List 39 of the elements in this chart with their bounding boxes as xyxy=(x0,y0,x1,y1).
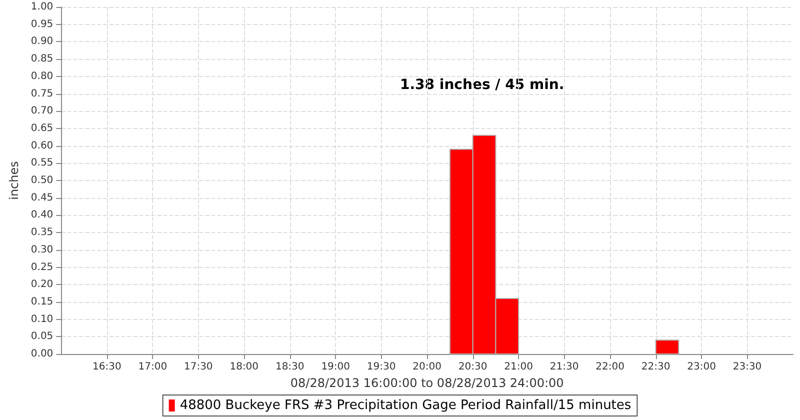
y-tick-label: 0.30 xyxy=(30,244,54,256)
y-tick-label: 1.00 xyxy=(30,2,54,12)
x-tick-label: 23:30 xyxy=(732,362,762,372)
x-tick-label: 17:00 xyxy=(138,362,168,372)
y-tick-label: 0.60 xyxy=(30,140,54,152)
x-tick-label: 18:30 xyxy=(275,362,304,372)
y-tick-label: 0.50 xyxy=(30,175,54,186)
x-axis-title: 08/28/2013 16:00:00 to 08/28/2013 24:00:00 xyxy=(290,376,564,390)
x-tick-label: 19:30 xyxy=(366,362,396,372)
x-tick-label: 21:00 xyxy=(504,362,533,372)
y-tick-label: 0.05 xyxy=(30,331,54,342)
y-tick-label: 0.00 xyxy=(30,348,54,360)
x-tick-label: 20:30 xyxy=(458,362,488,372)
x-tick-label: 21:30 xyxy=(550,362,579,372)
x-tick-label: 16:30 xyxy=(92,362,122,372)
x-tick-label: 17:30 xyxy=(184,362,213,372)
x-tick-label: 22:30 xyxy=(641,362,670,372)
y-tick-label: 0.15 xyxy=(30,296,54,308)
x-tick-label: 22:00 xyxy=(596,362,624,372)
x-tick-label: 20:00 xyxy=(412,362,442,372)
y-tick-label: 0.85 xyxy=(30,54,54,65)
y-tick-label: 0.55 xyxy=(30,158,54,169)
y-tick-label: 0.25 xyxy=(30,262,54,273)
x-tick-label: 23:00 xyxy=(687,362,716,372)
y-tick-label: 0.45 xyxy=(30,192,54,204)
legend-label: 48800 Buckeye FRS #3 Precipitation Gage Period Rainfall/15 minutes xyxy=(180,398,632,413)
y-tick-label: 0.20 xyxy=(30,279,54,290)
y-tick-label: 0.40 xyxy=(30,210,54,221)
x-tick-label: 18:00 xyxy=(230,362,259,372)
y-tick-label: 0.90 xyxy=(30,36,54,48)
y-tick-label: 0.95 xyxy=(30,18,54,30)
x-tick-label: 19:00 xyxy=(321,362,350,372)
y-axis-title: inches xyxy=(7,161,21,200)
y-tick-label: 0.70 xyxy=(30,106,54,117)
y-tick-label: 0.75 xyxy=(30,88,54,100)
y-tick-label: 0.35 xyxy=(30,227,54,238)
y-tick-label: 0.80 xyxy=(30,70,54,82)
y-tick-label: 0.65 xyxy=(30,122,54,134)
y-tick-label: 0.10 xyxy=(30,314,54,325)
